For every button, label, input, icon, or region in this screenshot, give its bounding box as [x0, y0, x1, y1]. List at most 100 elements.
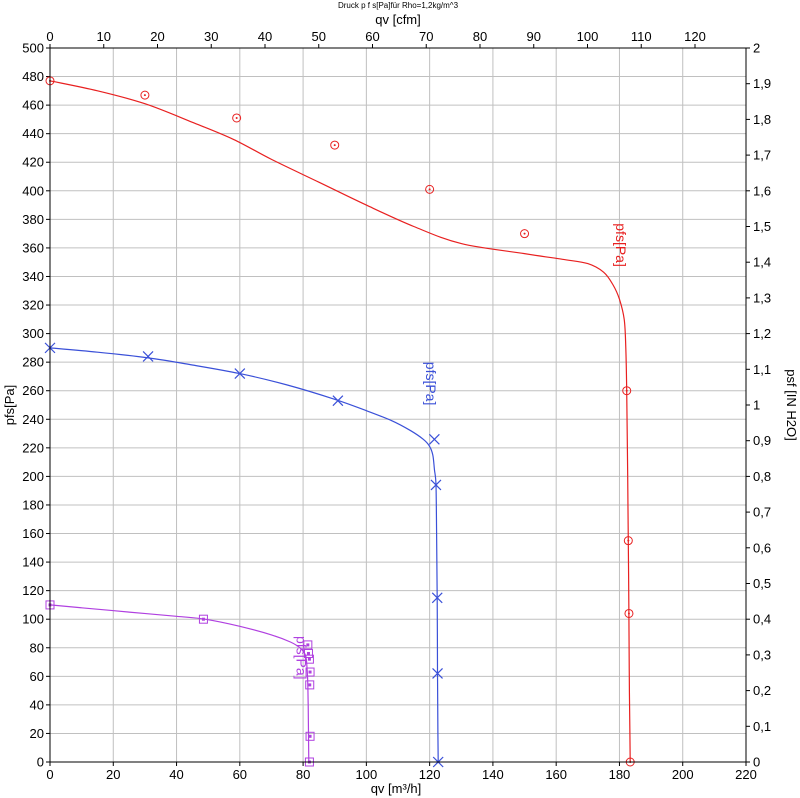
- series-2-point-3: [303, 648, 313, 658]
- x-tick-label-1: 20: [106, 767, 120, 782]
- y-tick-label-0: 0: [37, 755, 44, 770]
- series-0-point-6: [622, 386, 632, 396]
- x2-tick-label-8: 80: [473, 29, 487, 44]
- series-0-label: pfs[Pa]: [613, 223, 629, 267]
- y2-tick-label-2: 0,2: [753, 683, 771, 698]
- series-0-point-8: [624, 608, 634, 618]
- y-tick-label-18: 360: [22, 240, 44, 255]
- y2-tick-label-1: 0,1: [753, 719, 771, 734]
- y-tick-label-24: 480: [22, 69, 44, 84]
- x-tick-label-5: 100: [356, 767, 378, 782]
- y2-tick-label-12: 1,2: [753, 326, 771, 341]
- x-tick-label-8: 160: [545, 767, 567, 782]
- x-tick-label-4: 80: [296, 767, 310, 782]
- y-tick-label-8: 160: [22, 526, 44, 541]
- series-2-point-1: [198, 614, 208, 624]
- plot-frame: [49, 47, 747, 763]
- series-0-point-3: [330, 140, 340, 150]
- x2-tick-label-2: 20: [150, 29, 164, 44]
- y2-tick-label-5: 0,5: [753, 576, 771, 591]
- y-tick-label-6: 120: [22, 583, 44, 598]
- x2-tick-label-12: 120: [684, 29, 706, 44]
- y-tick-label-3: 60: [30, 669, 44, 684]
- series-0-point-7: [623, 536, 633, 546]
- x2-tick-label-7: 70: [419, 29, 433, 44]
- grid: [49, 47, 747, 763]
- x-tick-label-7: 140: [482, 767, 504, 782]
- x2-tick-label-11: 110: [631, 29, 652, 44]
- series-0-point-4: [425, 184, 435, 194]
- y2-tick-label-11: 1,1: [753, 362, 771, 377]
- y-tick-label-25: 500: [22, 41, 44, 56]
- series-2-point-7: [305, 731, 315, 741]
- y-tick-label-1: 20: [30, 726, 44, 741]
- y-tick-label-7: 140: [22, 555, 44, 570]
- y2-tick-label-10: 1: [753, 398, 760, 413]
- y2-tick-label-16: 1,6: [753, 183, 771, 198]
- series-1-point-4: [428, 433, 440, 445]
- series-1-point-6: [431, 592, 443, 604]
- y-tick-label-19: 380: [22, 212, 44, 227]
- y-tick-label-21: 420: [22, 155, 44, 170]
- x-tick-label-3: 60: [233, 767, 247, 782]
- series-1-point-1: [142, 351, 154, 362]
- x2-tick-label-6: 60: [365, 29, 379, 44]
- y-tick-label-20: 400: [22, 183, 44, 198]
- series-2-point-5: [305, 667, 315, 677]
- y2-tick-label-0: 0: [753, 755, 760, 770]
- y-tick-label-23: 460: [22, 98, 44, 113]
- x-tick-label-11: 220: [735, 767, 757, 782]
- series-2-point-6: [305, 680, 315, 690]
- y-tick-label-4: 80: [30, 640, 44, 655]
- y-tick-label-16: 320: [22, 298, 44, 313]
- x-tick-label-10: 200: [672, 767, 694, 782]
- y2-tick-label-20: 2: [753, 41, 760, 56]
- y-tick-label-10: 200: [22, 469, 44, 484]
- series-0-point-5: [520, 229, 530, 239]
- y-tick-label-17: 340: [22, 269, 44, 284]
- y2-tick-label-13: 1,3: [753, 290, 771, 305]
- x2-tick-label-5: 50: [312, 29, 326, 44]
- x2-tick-label-1: 10: [97, 29, 111, 44]
- series-1-point-7: [432, 668, 443, 679]
- y2-tick-label-3: 0,3: [753, 647, 771, 662]
- series-2-line: [49, 604, 310, 763]
- y-tick-label-22: 440: [22, 126, 44, 141]
- series-layer: pfs[Pa] pfs[Pa] pfs[Pa]: [44, 76, 635, 768]
- x2-tick-label-4: 40: [258, 29, 272, 44]
- x-axis-title: qv [m³/h]: [371, 781, 422, 796]
- series-1-label: pfs[Pa]: [423, 362, 439, 406]
- y2-tick-label-6: 0,6: [753, 540, 771, 555]
- y-tick-label-9: 180: [22, 497, 44, 512]
- y2-tick-label-19: 1,9: [753, 76, 771, 91]
- x-tick-label-2: 40: [169, 767, 183, 782]
- y-axis-title: pfs[Pa]: [2, 385, 17, 425]
- y-tick-label-14: 280: [22, 355, 44, 370]
- x-tick-label-6: 120: [419, 767, 441, 782]
- series-0-point-1: [140, 90, 150, 100]
- y-tick-label-2: 40: [30, 697, 44, 712]
- y-tick-label-12: 240: [22, 412, 44, 427]
- y2-tick-label-7: 0,7: [753, 505, 771, 520]
- y2-tick-label-15: 1,5: [753, 219, 771, 234]
- chart-title: Druck p f s[Pa]für Rho=1,2kg/m^3: [338, 1, 459, 10]
- y2-tick-label-9: 0,9: [753, 433, 771, 448]
- series-0-point-2: [232, 113, 242, 123]
- series-2: pfs[Pa]: [45, 600, 315, 767]
- series-2-point-2: [303, 640, 313, 650]
- y-tick-label-11: 220: [22, 440, 44, 455]
- series-1-line: [49, 347, 439, 763]
- series-0-line: [49, 80, 631, 763]
- x2-tick-label-0: 0: [46, 29, 53, 44]
- x-tick-label-9: 180: [609, 767, 631, 782]
- series-0: pfs[Pa]: [45, 76, 635, 767]
- y2-tick-label-8: 0,8: [753, 469, 771, 484]
- x2-tick-label-3: 30: [204, 29, 218, 44]
- y2-tick-label-17: 1,7: [753, 148, 771, 163]
- x2-axis-title: qv [cfm]: [375, 12, 421, 27]
- y2-tick-label-14: 1,4: [753, 255, 771, 270]
- series-2-label: pfs[Pa]: [293, 636, 309, 680]
- series-2-point-4: [304, 654, 314, 664]
